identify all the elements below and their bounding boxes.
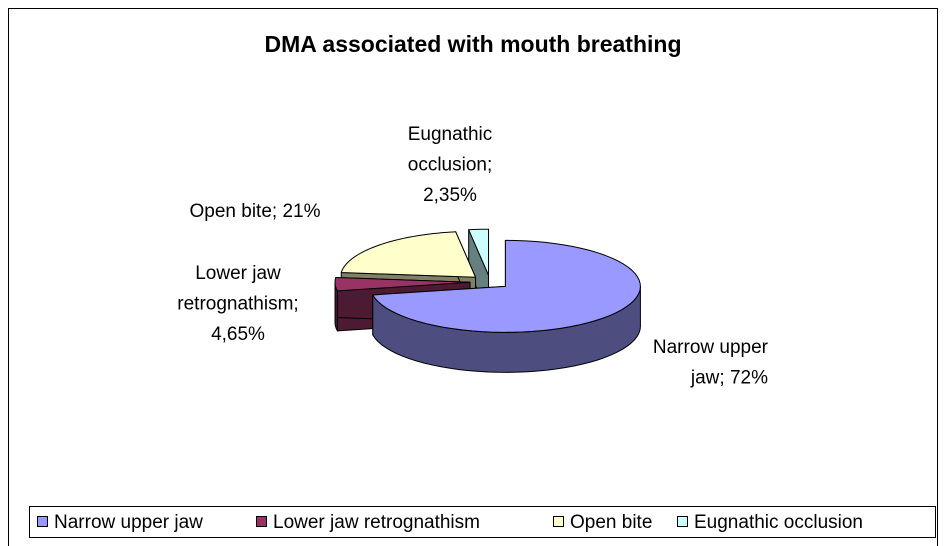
legend-label: Narrow upper jaw [54,512,203,533]
slice [372,239,641,333]
legend-swatch [553,516,564,527]
legend: Narrow upper jaw Lower jaw retrognathism O… [37,512,863,533]
data-label: Open bite; 21% [190,201,321,222]
legend-swatch [677,516,688,527]
legend-label: Eugnathic occlusion [694,512,863,533]
legend-label: Lower jaw retrognathism [273,512,480,533]
legend-box [29,506,936,538]
slice [340,231,477,278]
data-label: Narrow upper jaw; 72% [653,337,769,389]
legend-swatch [37,516,48,527]
pie: Narrow upper jaw; 72% Lower jaw retrognathi… [177,124,768,389]
slice [468,228,490,276]
legend-swatch [256,516,267,527]
data-label: Lower jaw retrognathism; 4,65% [177,263,298,345]
chart-title: DMA associated with mouth breathing [264,31,681,57]
slice [334,277,471,292]
data-label: Eugnathic occlusion; 2,35% [408,124,493,206]
legend-label: Open bite [570,512,652,533]
